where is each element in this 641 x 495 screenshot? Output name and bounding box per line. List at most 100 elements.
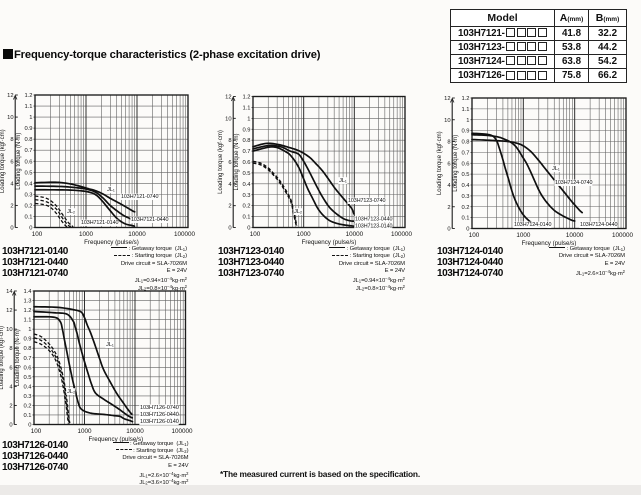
svg-text:0.2: 0.2 [242, 204, 250, 210]
svg-text:0.7: 0.7 [23, 356, 31, 362]
svg-text:0.5: 0.5 [242, 171, 250, 177]
svg-text:0.4: 0.4 [24, 181, 33, 187]
svg-text:0: 0 [29, 226, 32, 232]
svg-text:0.2: 0.2 [24, 203, 32, 209]
svg-text:JL₂: JL₂ [67, 209, 75, 215]
svg-text:0.1: 0.1 [461, 216, 469, 222]
svg-text:100: 100 [250, 231, 261, 238]
svg-text:0.7: 0.7 [461, 150, 469, 156]
svg-text:0.5: 0.5 [23, 375, 31, 381]
svg-text:0.6: 0.6 [461, 161, 469, 167]
svg-text:0: 0 [228, 226, 231, 232]
svg-text:0: 0 [466, 227, 469, 233]
svg-text:0.6: 0.6 [23, 365, 31, 371]
svg-text:14: 14 [6, 289, 13, 295]
svg-text:1: 1 [247, 116, 250, 122]
svg-text:4: 4 [9, 384, 13, 390]
svg-text:1000: 1000 [77, 428, 92, 435]
svg-text:0.8: 0.8 [24, 137, 32, 143]
svg-text:0.5: 0.5 [24, 170, 32, 176]
svg-text:1: 1 [466, 118, 469, 124]
svg-text:JL₁: JL₁ [339, 178, 347, 184]
svg-text:103H7124-0440: 103H7124-0440 [580, 222, 617, 228]
svg-text:Loading torque (N·m): Loading torque (N·m) [234, 133, 240, 190]
svg-text:0: 0 [447, 227, 450, 233]
svg-text:10: 10 [225, 116, 231, 122]
svg-text:103H7126-0740: 103H7126-0740 [140, 405, 179, 411]
svg-text:1.3: 1.3 [23, 299, 31, 305]
svg-text:100000: 100000 [391, 231, 413, 238]
svg-text:1.2: 1.2 [23, 308, 31, 314]
svg-text:Loading torque (N·m): Loading torque (N·m) [453, 135, 459, 192]
svg-text:Frequency (pulse/s): Frequency (pulse/s) [84, 239, 139, 246]
svg-text:8: 8 [10, 137, 13, 143]
svg-text:1.1: 1.1 [242, 105, 250, 111]
svg-text:1.4: 1.4 [23, 289, 32, 295]
svg-text:1.2: 1.2 [24, 93, 32, 99]
svg-text:10000: 10000 [126, 428, 144, 435]
svg-text:0.4: 0.4 [23, 384, 32, 390]
svg-text:10000: 10000 [128, 231, 146, 238]
svg-text:4: 4 [10, 181, 14, 187]
svg-text:0.9: 0.9 [461, 129, 469, 135]
svg-text:1.1: 1.1 [23, 318, 31, 324]
svg-text:JL₁: JL₁ [552, 166, 560, 172]
svg-text:12: 12 [225, 95, 231, 101]
svg-text:Loading torque (kgf·cm): Loading torque (kgf·cm) [437, 131, 443, 195]
svg-text:0.4: 0.4 [242, 182, 251, 188]
svg-text:103H7121-0440: 103H7121-0440 [131, 217, 168, 223]
svg-text:JL₁: JL₁ [107, 187, 115, 193]
svg-text:4: 4 [228, 182, 232, 188]
svg-text:Loading torque (kgf·cm): Loading torque (kgf·cm) [218, 130, 224, 194]
svg-text:10000: 10000 [346, 231, 364, 238]
svg-text:0.1: 0.1 [242, 215, 250, 221]
svg-text:2: 2 [228, 204, 231, 210]
svg-text:Frequency (pulse/s): Frequency (pulse/s) [88, 436, 143, 443]
svg-text:0.8: 0.8 [242, 138, 250, 144]
svg-text:2: 2 [10, 203, 13, 209]
svg-text:JL₂: JL₂ [294, 209, 302, 215]
svg-text:2: 2 [447, 205, 450, 211]
svg-text:8: 8 [228, 138, 231, 144]
svg-text:Loading torque (kgf·cm): Loading torque (kgf·cm) [0, 129, 6, 193]
svg-text:103H7123-0740: 103H7123-0740 [348, 198, 385, 204]
svg-text:0.3: 0.3 [461, 194, 469, 200]
svg-text:0.6: 0.6 [24, 159, 32, 165]
svg-text:100000: 100000 [174, 231, 196, 238]
svg-text:103H7123-0140: 103H7123-0140 [355, 224, 392, 230]
svg-text:4: 4 [447, 183, 451, 189]
svg-text:1000: 1000 [297, 231, 312, 238]
svg-text:103H7121-0740: 103H7121-0740 [121, 194, 158, 200]
svg-text:Loading torque (kgf·cm): Loading torque (kgf·cm) [0, 326, 5, 390]
svg-text:12: 12 [444, 96, 450, 102]
svg-text:1000: 1000 [79, 231, 94, 238]
svg-text:10: 10 [6, 327, 12, 333]
svg-text:JL₂: JL₂ [67, 389, 75, 395]
svg-text:1000: 1000 [516, 232, 531, 239]
svg-text:0.9: 0.9 [242, 127, 250, 133]
svg-text:0: 0 [10, 226, 13, 232]
svg-text:100: 100 [31, 428, 42, 435]
svg-text:1: 1 [28, 327, 31, 333]
svg-text:0.9: 0.9 [24, 126, 32, 132]
svg-text:0.7: 0.7 [24, 148, 32, 154]
svg-text:103H7124-0140: 103H7124-0140 [514, 222, 551, 228]
svg-text:103H7126-0140: 103H7126-0140 [140, 419, 179, 425]
svg-text:10: 10 [444, 118, 450, 124]
svg-text:Loading torque (N·m): Loading torque (N·m) [16, 133, 22, 190]
svg-text:0: 0 [247, 226, 250, 232]
svg-text:10: 10 [7, 115, 13, 121]
svg-text:Frequency (pulse/s): Frequency (pulse/s) [302, 239, 357, 246]
svg-text:Frequency (pulse/s): Frequency (pulse/s) [522, 240, 577, 247]
svg-text:0.4: 0.4 [461, 183, 470, 189]
svg-text:0.6: 0.6 [242, 160, 250, 166]
svg-text:0.3: 0.3 [24, 192, 32, 198]
svg-text:1.2: 1.2 [242, 95, 250, 101]
svg-text:100000: 100000 [612, 232, 634, 239]
svg-text:Loading torque (N·m): Loading torque (N·m) [15, 329, 21, 386]
svg-text:0: 0 [9, 423, 12, 429]
svg-text:8: 8 [9, 346, 12, 352]
svg-text:1.1: 1.1 [24, 104, 32, 110]
svg-text:JL₁: JL₁ [106, 342, 114, 348]
svg-text:103H7123-0440: 103H7123-0440 [355, 217, 392, 223]
